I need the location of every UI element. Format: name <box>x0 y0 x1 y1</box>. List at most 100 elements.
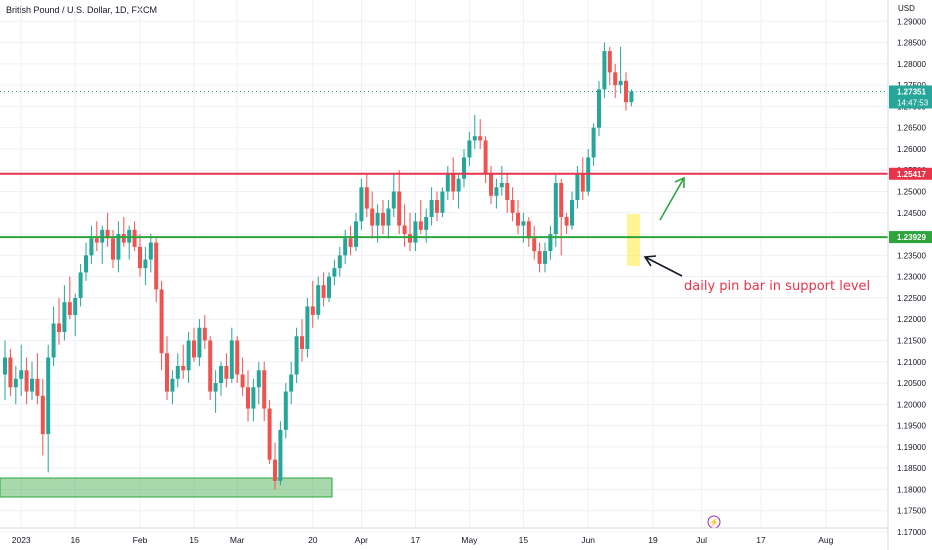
candle-body <box>521 221 526 226</box>
candle-body <box>391 191 396 209</box>
time-tick-label: Jun <box>581 535 595 545</box>
candle-body <box>397 191 402 226</box>
candle-body <box>40 395 45 435</box>
candle-body <box>418 221 423 230</box>
candle-body <box>386 208 391 226</box>
candle-body <box>19 370 24 379</box>
candle-body <box>132 229 137 247</box>
candle-body <box>505 183 510 201</box>
candle-body <box>575 174 580 201</box>
candle-body <box>3 357 7 375</box>
candle-body <box>78 272 83 298</box>
time-tick-label: 17 <box>411 535 421 545</box>
price-tick-label: 1.28000 <box>897 60 926 69</box>
candle-body <box>494 187 499 196</box>
candle-body <box>543 251 547 264</box>
candle-body <box>159 289 164 354</box>
candle-body <box>35 378 40 396</box>
candle-body <box>305 306 310 349</box>
candle-body <box>294 336 299 375</box>
candle-body <box>629 91 634 103</box>
candle-body <box>516 212 520 226</box>
candle-body <box>8 357 13 388</box>
price-tick-label: 1.26000 <box>897 145 926 154</box>
candle-body <box>208 340 213 392</box>
candle-body <box>111 238 115 260</box>
candle-body <box>597 89 601 128</box>
candle-body <box>451 174 456 192</box>
candle-body <box>462 157 466 179</box>
candle-body <box>251 387 256 409</box>
price-tick-label: 1.20000 <box>897 400 926 409</box>
candle-body <box>316 285 321 315</box>
candle-body <box>478 136 483 141</box>
time-tick-label: Feb <box>133 535 148 545</box>
candle-body <box>289 374 294 392</box>
price-tick-label: 1.23500 <box>897 251 926 260</box>
candle-body <box>197 327 202 358</box>
annotation-arrow <box>644 256 683 277</box>
candle-body <box>267 408 272 460</box>
level-lines[interactable] <box>0 90 888 239</box>
time-tick-label: 16 <box>70 535 80 545</box>
candle-body <box>559 183 564 218</box>
candle-body <box>499 183 504 188</box>
candle-body <box>30 378 34 392</box>
candle-body <box>435 200 439 213</box>
candle-body <box>262 370 267 409</box>
candle-body <box>327 276 331 298</box>
time-tick-label: 2023 <box>12 535 31 545</box>
breakout-arrow-head <box>674 176 685 188</box>
price-tick-label: 1.25000 <box>897 188 926 197</box>
candle-body <box>489 174 493 196</box>
lightning-icon: ⚡ <box>709 517 719 527</box>
candle-body <box>467 140 472 158</box>
candle-body <box>580 174 585 192</box>
candle-body <box>526 221 531 239</box>
candle-body <box>359 187 364 222</box>
candle-body <box>310 306 315 315</box>
candle-body <box>564 217 569 226</box>
candle-body <box>332 268 337 277</box>
level-price-badge <box>889 231 932 244</box>
candle-body <box>235 340 240 375</box>
level-price-label: 1.25417 <box>897 170 926 179</box>
time-tick-label: Mar <box>230 535 245 545</box>
candle-body <box>273 459 277 481</box>
candle-body <box>229 340 234 379</box>
price-axis[interactable]: USD1.290001.285001.280001.275001.270001.… <box>887 0 932 550</box>
candle-body <box>192 340 196 358</box>
price-tick-label: 1.28500 <box>897 39 926 48</box>
candle-body <box>337 255 342 269</box>
candle-body <box>84 255 88 273</box>
time-axis[interactable]: 2023 16 Feb 15 Mar 20 Apr 17 May 15 Jun 19 Jul 17 Aug <box>0 527 888 545</box>
price-tick-label: 1.19000 <box>897 443 926 452</box>
candle-body <box>175 366 180 379</box>
grid-lines <box>0 0 888 533</box>
price-tick-label: 1.23000 <box>897 273 926 282</box>
level-price-badge <box>889 167 932 180</box>
candle-body <box>186 340 191 371</box>
candle-body <box>13 378 18 388</box>
candle-body <box>413 221 418 243</box>
candle-body <box>170 378 175 392</box>
chart-title: British Pound / U.S. Dollar, 1D, FXCM <box>6 5 158 15</box>
price-tick-label: 1.20500 <box>897 379 926 388</box>
candle-body <box>472 136 477 141</box>
candle-body <box>213 383 218 392</box>
candle-body <box>343 238 348 256</box>
candle-body <box>570 200 574 226</box>
candle-body <box>510 200 515 213</box>
price-tick-label: 1.17000 <box>897 528 926 537</box>
candle-body <box>354 221 358 247</box>
highlight-zones <box>0 214 640 498</box>
price-tick-label: 1.21000 <box>897 358 926 367</box>
candle-body <box>364 187 369 209</box>
candle-body <box>370 208 375 226</box>
candle-body <box>381 212 385 226</box>
candle-body <box>105 229 110 239</box>
candle-body <box>202 327 207 341</box>
annotation-arrow-head <box>643 255 657 267</box>
countdown-label: 14:47:53 <box>897 98 929 107</box>
